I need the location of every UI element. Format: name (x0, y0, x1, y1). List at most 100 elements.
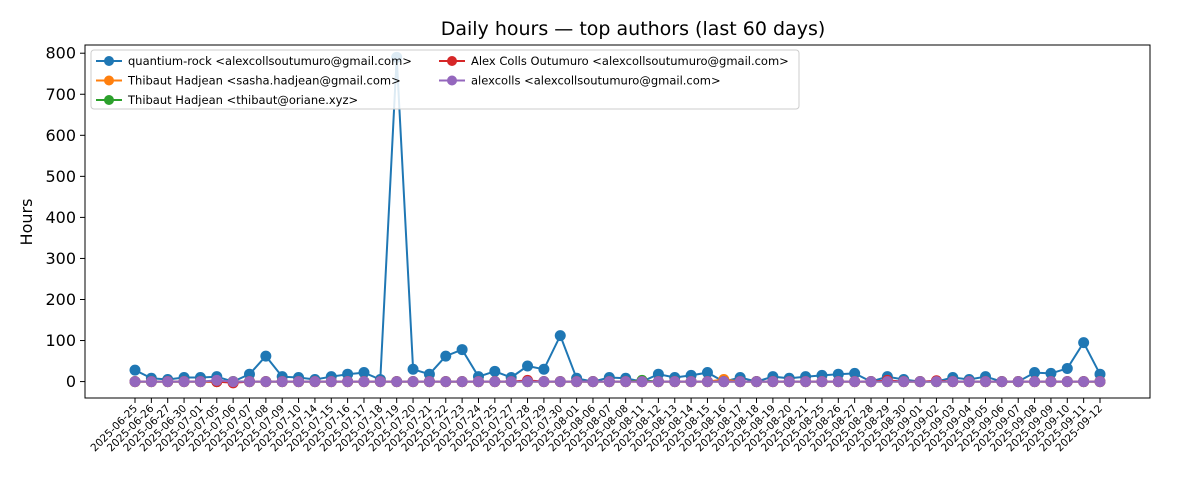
data-point (1012, 376, 1024, 388)
data-point (554, 376, 566, 388)
data-point (930, 376, 942, 388)
data-point (620, 376, 632, 388)
data-point (1078, 376, 1090, 388)
y-tick-label: 400 (45, 208, 76, 227)
data-point (374, 376, 386, 388)
data-point (783, 376, 795, 388)
data-point (718, 376, 730, 388)
data-point (669, 376, 681, 388)
data-point (211, 374, 223, 386)
y-tick-label: 100 (45, 331, 76, 350)
data-point (227, 376, 239, 388)
legend-entry-label: alexcolls <alexcollsoutumuro@gmail.com> (471, 74, 721, 88)
data-point (701, 376, 713, 388)
data-point (832, 376, 844, 388)
data-point (849, 367, 861, 379)
data-point (522, 376, 534, 388)
data-point (489, 376, 501, 388)
data-point (963, 376, 975, 388)
data-point (701, 367, 713, 379)
data-point (342, 376, 354, 388)
y-tick-label: 300 (45, 249, 76, 268)
data-point (538, 376, 550, 388)
data-point (407, 376, 419, 388)
series-layer (129, 51, 1106, 389)
legend: quantium-rock <alexcollsoutumuro@gmail.c… (90, 49, 800, 110)
data-point (1045, 376, 1057, 388)
data-point (489, 365, 501, 377)
data-point (1061, 362, 1073, 374)
data-point (1061, 376, 1073, 388)
data-point (1078, 337, 1090, 349)
legend-entry-label: quantium-rock <alexcollsoutumuro@gmail.c… (128, 54, 412, 68)
data-point (980, 376, 992, 388)
data-point (145, 376, 157, 388)
y-tick-label: 500 (45, 167, 76, 186)
data-point (440, 350, 452, 362)
data-point (260, 376, 272, 388)
plot-frame (84, 44, 1151, 399)
data-point (129, 364, 141, 376)
y-axis: 0 100 200 300 400 500 600 700 800 (45, 44, 85, 391)
data-point (587, 376, 599, 388)
data-point (652, 376, 664, 388)
data-point (636, 376, 648, 388)
data-point (178, 376, 190, 388)
data-point (194, 376, 206, 388)
data-point (538, 363, 550, 375)
data-point (816, 376, 828, 388)
data-point (309, 376, 321, 388)
y-tick-label: 700 (45, 85, 76, 104)
plot-area (84, 44, 1151, 399)
data-point (865, 376, 877, 388)
data-point (685, 376, 697, 388)
data-point (751, 376, 763, 388)
legend-marker (104, 75, 114, 86)
data-point (407, 363, 419, 375)
data-point (276, 376, 288, 388)
legend-entry-label: Thibaut Hadjean <thibaut@oriane.xyz> (127, 93, 358, 107)
data-point (914, 376, 926, 388)
legend-marker (447, 56, 457, 66)
legend-marker (104, 56, 114, 66)
data-point (881, 376, 893, 388)
data-point (456, 376, 468, 388)
data-point (456, 344, 468, 356)
legend-marker (447, 75, 457, 86)
data-point (358, 376, 370, 388)
series-group (129, 374, 1106, 388)
y-tick-label: 600 (45, 126, 76, 145)
data-point (767, 376, 779, 388)
data-point (996, 376, 1008, 388)
data-point (849, 376, 861, 388)
data-point (325, 376, 337, 388)
x-axis: 2025-06-252025-06-262025-06-272025-06-30… (88, 398, 1105, 454)
data-point (1045, 367, 1057, 379)
chart-title: Daily hours — top authors (last 60 days) (441, 18, 826, 40)
data-point (505, 376, 517, 388)
data-point (800, 376, 812, 388)
data-point (391, 376, 403, 388)
data-point (554, 330, 566, 342)
series-group (129, 374, 1106, 388)
data-point (358, 367, 370, 379)
data-point (603, 376, 615, 388)
data-point (898, 376, 910, 388)
legend-entry-label: Alex Colls Outumuro <alexcollsoutumuro@g… (471, 54, 789, 68)
data-point (293, 376, 305, 388)
data-point (423, 376, 435, 388)
data-point (1029, 367, 1041, 379)
legend-entry-label: Thibaut Hadjean <sasha.hadjean@gmail.com… (127, 74, 401, 88)
data-point (440, 376, 452, 388)
data-point (472, 376, 484, 388)
data-point (243, 376, 255, 388)
y-axis-label: Hours (17, 199, 36, 246)
data-point (522, 360, 534, 372)
y-tick-label: 800 (45, 44, 76, 63)
legend-marker (104, 95, 114, 105)
data-point (1029, 376, 1041, 388)
y-tick-label: 0 (66, 372, 76, 391)
data-point (162, 376, 174, 388)
